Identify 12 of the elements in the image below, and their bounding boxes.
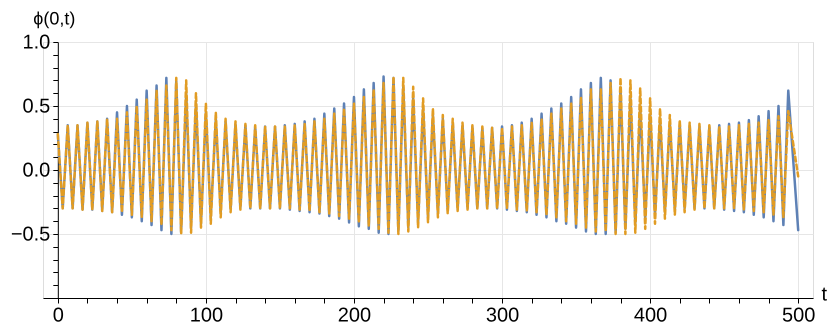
x-axis-title: t xyxy=(822,284,828,306)
x-tick-label: 200 xyxy=(338,304,372,326)
y-tick-label: 1.0 xyxy=(22,32,50,54)
y-tick-label: −0.5 xyxy=(10,224,50,246)
x-tick-label: 500 xyxy=(782,304,816,326)
y-axis-title: ϕ(0,t) xyxy=(33,8,76,28)
x-tick-label: 300 xyxy=(486,304,520,326)
x-tick-label: 400 xyxy=(634,304,668,326)
x-tick-label: 0 xyxy=(52,304,64,326)
y-tick-label: 0.0 xyxy=(22,160,50,182)
x-tick-label: 100 xyxy=(190,304,224,326)
y-tick-label: 0.5 xyxy=(22,96,50,118)
